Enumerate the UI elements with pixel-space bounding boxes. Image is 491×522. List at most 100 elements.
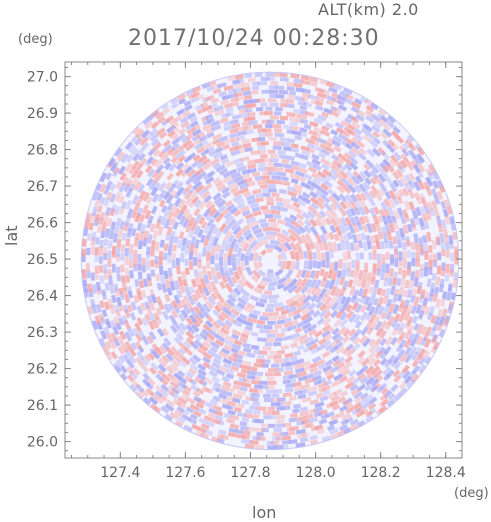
radar-cell [363, 124, 373, 133]
radar-cell [351, 121, 361, 130]
radar-cell [112, 233, 118, 243]
radar-cell [165, 115, 175, 124]
radar-cell [221, 376, 230, 383]
radar-cell [236, 235, 245, 244]
radar-cell [170, 149, 180, 158]
radar-cell [311, 182, 322, 191]
radar-cell [131, 160, 140, 170]
radar-cell [301, 396, 312, 403]
radar-cell [293, 206, 303, 215]
radar-cell [154, 159, 163, 169]
radar-cell [376, 385, 385, 394]
radar-cell [242, 228, 252, 237]
radar-cell [273, 72, 282, 77]
radar-cell [112, 362, 121, 372]
radar-cell [385, 263, 390, 274]
radar-cell [258, 218, 267, 224]
radar-cell [244, 213, 254, 220]
radar-cell [192, 354, 202, 363]
radar-cell [241, 138, 250, 145]
radar-cell [394, 322, 401, 331]
radar-cell [282, 357, 290, 363]
radar-cell [379, 208, 386, 218]
radar-cell [445, 263, 450, 274]
radar-cell [120, 372, 128, 381]
radar-cell [146, 156, 155, 165]
radar-cell [410, 373, 420, 384]
radar-cell [422, 297, 429, 307]
radar-cell [334, 225, 343, 236]
radar-cell [401, 148, 410, 157]
radar-cell [206, 85, 215, 92]
radar-cell [109, 340, 117, 350]
radar-cell [223, 252, 228, 262]
radar-cell [236, 411, 247, 418]
radar-cell [283, 321, 293, 328]
radar-cell [269, 294, 280, 300]
radar-cell [263, 393, 271, 398]
radar-cell [360, 392, 369, 400]
radar-cell [292, 336, 302, 344]
radar-cell [194, 376, 205, 385]
radar-cell [309, 225, 319, 236]
radar-cell [286, 81, 296, 87]
radar-cell [324, 344, 333, 352]
radar-cell [215, 368, 226, 376]
radar-cell [197, 155, 208, 164]
radar-cell [424, 221, 430, 230]
radar-cell [88, 222, 94, 231]
radar-cell [311, 374, 322, 382]
radar-cell [290, 196, 300, 203]
radar-cell [158, 265, 164, 276]
radar-cell [394, 313, 401, 322]
radar-cell [239, 112, 250, 118]
radar-cell [273, 301, 285, 308]
radar-cell [212, 237, 219, 247]
radar-cell [294, 390, 303, 396]
radar-cell [213, 196, 223, 206]
radar-cell [150, 158, 159, 167]
radar-cell [231, 343, 242, 350]
radar-cell [196, 387, 205, 395]
radar-cell [230, 171, 242, 180]
radar-cell [365, 302, 373, 312]
y-axis: 26.026.126.226.326.426.526.626.726.826.9… [27, 66, 462, 452]
radar-cell [244, 280, 255, 290]
y-tick-label: 26.7 [27, 179, 58, 195]
radar-edge [80, 71, 460, 451]
radar-cell [406, 316, 414, 327]
radar-cell [201, 82, 211, 89]
radar-cell [240, 288, 251, 298]
radar-cell [114, 206, 121, 216]
radar-cell [240, 187, 249, 194]
radar-cell [411, 351, 420, 361]
radar-cell [185, 323, 193, 332]
radar-cell [304, 413, 314, 420]
radar-cell [365, 311, 374, 321]
radar-cell [362, 181, 371, 191]
radar-cell [300, 118, 309, 125]
radar-cell [343, 361, 353, 370]
radar-cell [237, 130, 247, 137]
radar-cell [122, 304, 129, 314]
radar-cell [428, 293, 434, 302]
radar-cell [193, 208, 201, 217]
radar-cell [330, 301, 339, 311]
radar-cell [171, 252, 176, 260]
radar-cell [188, 286, 195, 294]
radar-cell [188, 228, 195, 238]
radar-cell [319, 187, 329, 197]
radar-cell [137, 263, 142, 271]
radar-cell [121, 275, 126, 283]
radar-cell [150, 138, 160, 147]
radar-cell [231, 141, 240, 147]
radar-cell [425, 177, 434, 188]
radar-cell [260, 423, 269, 428]
radar-cell [163, 243, 169, 251]
radar-cell [310, 202, 319, 210]
radar-cell [365, 319, 374, 329]
radar-cell [290, 332, 301, 340]
radar-cell [368, 190, 377, 199]
radar-cell [176, 289, 183, 299]
radar-cell [273, 371, 282, 377]
